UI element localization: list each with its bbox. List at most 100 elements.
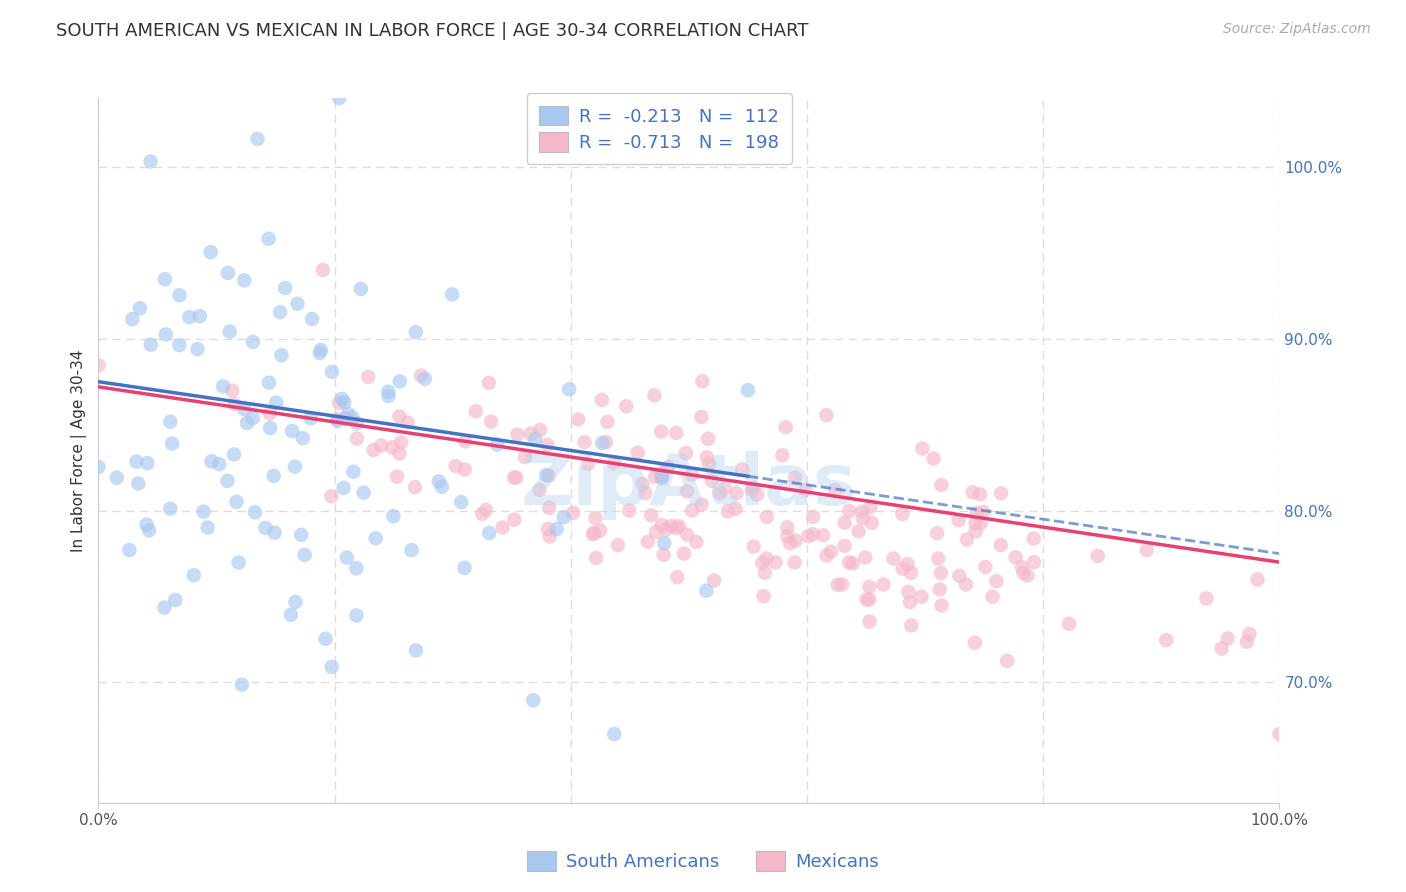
Point (263, 525, 285, 540)
Point (221, 384, 243, 398)
Point (506, 427, 529, 442)
Point (332, 481, 354, 495)
Point (965, 524, 987, 539)
Point (838, 556, 860, 570)
Point (179, 310, 201, 325)
Point (990, 486, 1012, 500)
Point (614, 399, 637, 413)
Point (1195, 591, 1218, 606)
Point (900, 618, 922, 632)
Point (218, 325, 240, 339)
Point (346, 417, 368, 431)
Point (582, 525, 605, 540)
Point (681, 503, 703, 517)
Point (538, 500, 561, 515)
Point (754, 566, 776, 580)
Point (681, 467, 703, 482)
Point (619, 503, 641, 517)
Point (731, 462, 754, 476)
Point (321, 489, 343, 503)
Point (427, 475, 450, 489)
Point (651, 518, 673, 533)
Point (450, 495, 472, 509)
Point (970, 516, 993, 531)
Point (797, 529, 820, 543)
Point (1236, 634, 1258, 648)
Point (717, 504, 740, 518)
Point (486, 437, 509, 451)
Point (405, 643, 427, 657)
Point (405, 325, 427, 339)
Point (966, 506, 988, 520)
Point (948, 569, 970, 583)
Point (1216, 632, 1239, 646)
Point (159, 415, 181, 429)
Point (87, 459, 110, 474)
Point (464, 404, 486, 418)
Point (690, 409, 713, 424)
Point (1057, 616, 1080, 631)
Point (643, 388, 665, 402)
Point (471, 507, 494, 521)
Point (776, 529, 799, 543)
Point (651, 468, 673, 483)
Point (794, 483, 817, 497)
Point (955, 577, 977, 591)
Point (128, 301, 150, 316)
Point (741, 483, 763, 497)
Point (1022, 532, 1045, 546)
Point (858, 592, 880, 607)
Point (562, 506, 585, 520)
Point (269, 305, 291, 319)
Point (1022, 555, 1045, 569)
Point (969, 487, 991, 501)
Point (1012, 566, 1035, 580)
Point (676, 527, 699, 541)
Point (537, 522, 560, 536)
Point (188, 309, 211, 323)
Point (263, 468, 285, 483)
Point (328, 396, 350, 410)
Point (377, 384, 399, 399)
Point (685, 535, 707, 549)
Point (675, 446, 697, 460)
Point (254, 521, 277, 535)
Point (274, 281, 297, 295)
Point (479, 415, 502, 429)
Point (928, 582, 950, 597)
Point (350, 282, 373, 296)
Point (388, 447, 411, 461)
Point (852, 511, 875, 525)
Point (820, 544, 842, 558)
Point (872, 577, 894, 591)
Point (595, 435, 617, 450)
Point (709, 486, 731, 500)
Point (342, 465, 364, 479)
Point (848, 524, 870, 539)
Point (125, 454, 148, 468)
Point (724, 501, 747, 516)
Point (370, 438, 392, 452)
Text: ZipAtlas: ZipAtlas (522, 451, 856, 520)
Point (851, 505, 873, 519)
Point (645, 525, 668, 540)
Point (974, 560, 997, 574)
Point (640, 508, 662, 523)
Point (765, 555, 787, 569)
Point (585, 551, 607, 566)
Point (676, 484, 699, 499)
Point (714, 482, 737, 496)
Point (725, 486, 748, 500)
Point (200, 454, 222, 468)
Point (321, 660, 343, 674)
Point (385, 469, 408, 483)
Point (745, 487, 768, 501)
Point (246, 132, 269, 146)
Point (553, 510, 575, 524)
Point (454, 462, 477, 476)
Point (858, 615, 880, 629)
Point (264, 395, 287, 409)
Point (534, 467, 557, 482)
Point (153, 272, 176, 286)
Point (824, 483, 846, 497)
